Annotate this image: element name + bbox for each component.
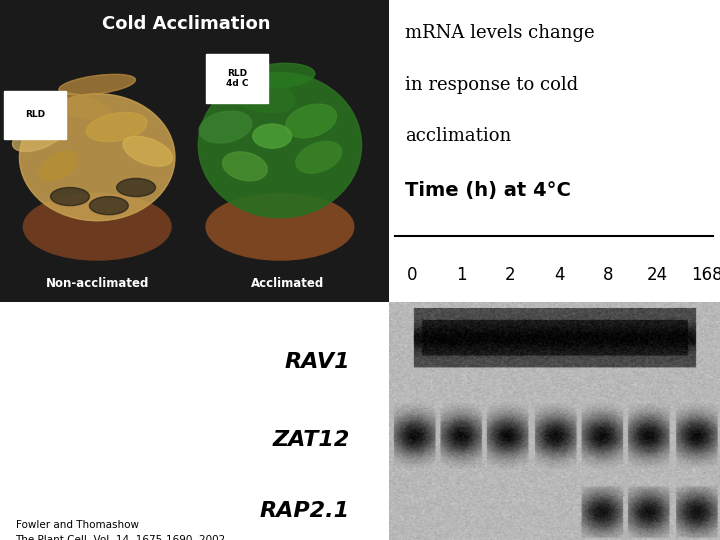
Text: 8: 8: [603, 266, 613, 284]
Ellipse shape: [39, 151, 78, 181]
Ellipse shape: [12, 120, 66, 152]
Text: 1: 1: [456, 266, 467, 284]
Text: 2: 2: [505, 266, 516, 284]
Text: acclimation: acclimation: [405, 127, 512, 145]
Text: Acclimated: Acclimated: [251, 278, 324, 291]
Text: 0: 0: [407, 266, 417, 284]
Ellipse shape: [123, 136, 173, 166]
Text: 4: 4: [554, 266, 564, 284]
Ellipse shape: [222, 152, 267, 181]
Ellipse shape: [206, 193, 354, 260]
Text: Non-acclimated: Non-acclimated: [45, 278, 149, 291]
Ellipse shape: [286, 104, 336, 138]
Text: 24: 24: [647, 266, 668, 284]
Bar: [206, 55, 269, 103]
Text: Time (h) at 4°C: Time (h) at 4°C: [405, 181, 571, 200]
Text: in response to cold: in response to cold: [405, 76, 579, 93]
Ellipse shape: [253, 124, 292, 148]
Text: RLD
4d C: RLD 4d C: [226, 69, 248, 89]
Ellipse shape: [117, 178, 156, 197]
Ellipse shape: [23, 193, 171, 260]
Ellipse shape: [59, 75, 135, 95]
Ellipse shape: [296, 141, 342, 173]
Ellipse shape: [234, 81, 295, 113]
Ellipse shape: [19, 94, 175, 221]
Ellipse shape: [198, 72, 361, 218]
Ellipse shape: [50, 187, 89, 206]
Ellipse shape: [86, 112, 147, 141]
Text: RAV1: RAV1: [284, 352, 350, 372]
Text: 168: 168: [691, 266, 720, 284]
Text: Fowler and Thomashow: Fowler and Thomashow: [16, 521, 138, 530]
Ellipse shape: [89, 197, 128, 215]
Bar: [4, 91, 66, 139]
Ellipse shape: [45, 92, 111, 119]
Text: The Plant Cell, Vol. 14, 1675-1690, 2002: The Plant Cell, Vol. 14, 1675-1690, 2002: [16, 535, 226, 540]
Text: RLD: RLD: [25, 110, 45, 119]
Ellipse shape: [245, 63, 315, 88]
Text: mRNA levels change: mRNA levels change: [405, 24, 595, 42]
Text: ZAT12: ZAT12: [273, 430, 350, 450]
Text: RAP2.1: RAP2.1: [260, 502, 350, 522]
Ellipse shape: [199, 111, 252, 143]
Text: Cold Acclimation: Cold Acclimation: [102, 15, 271, 33]
